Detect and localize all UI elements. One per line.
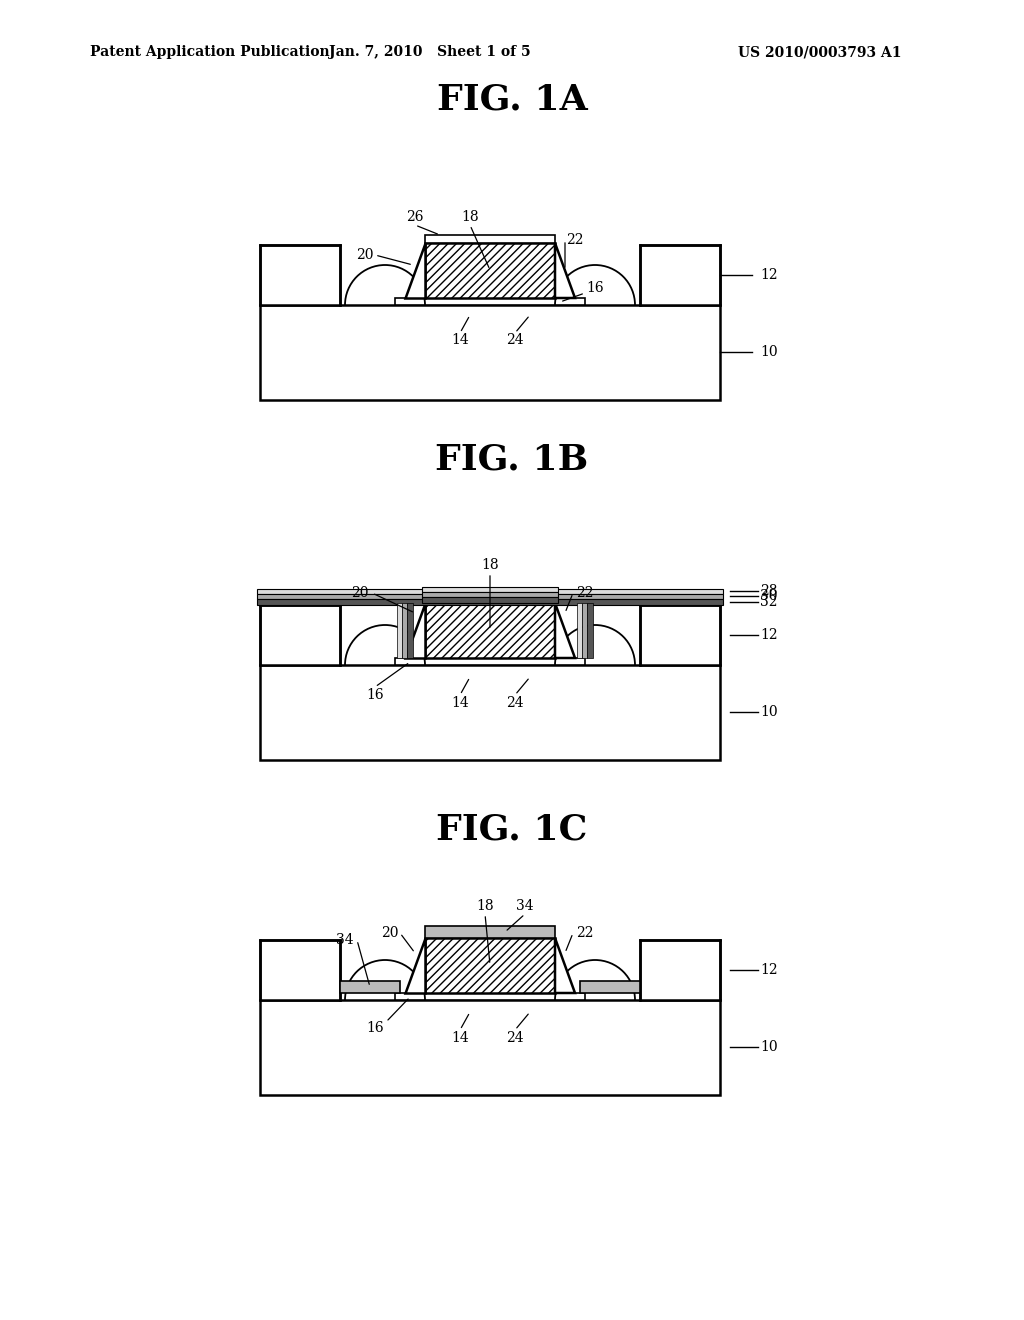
Text: 14: 14 — [452, 333, 469, 347]
Bar — [257, 599, 723, 605]
Bar — [260, 665, 720, 760]
Text: 22: 22 — [577, 586, 594, 601]
Text: US 2010/0003793 A1: US 2010/0003793 A1 — [738, 45, 902, 59]
Polygon shape — [406, 603, 425, 657]
Text: 16: 16 — [367, 1020, 384, 1035]
Polygon shape — [555, 243, 575, 298]
Bar — [425, 235, 555, 243]
Bar — [422, 587, 558, 591]
Bar — [260, 605, 340, 665]
Bar — [425, 939, 555, 993]
Text: 12: 12 — [760, 628, 777, 642]
Text: Jan. 7, 2010   Sheet 1 of 5: Jan. 7, 2010 Sheet 1 of 5 — [329, 45, 530, 59]
Text: 12: 12 — [760, 268, 777, 282]
Polygon shape — [555, 939, 575, 993]
Bar — [425, 243, 555, 298]
Bar — [260, 246, 340, 305]
Text: FIG. 1B: FIG. 1B — [435, 444, 589, 477]
Text: 18: 18 — [481, 558, 499, 572]
Text: 10: 10 — [760, 345, 777, 359]
Bar — [402, 603, 407, 657]
Text: 24: 24 — [506, 1031, 524, 1045]
Text: 14: 14 — [452, 1031, 469, 1045]
Text: Patent Application Publication: Patent Application Publication — [90, 45, 330, 59]
Bar — [640, 605, 720, 665]
Text: FIG. 1A: FIG. 1A — [436, 83, 588, 117]
Text: 12: 12 — [760, 964, 777, 977]
Text: 16: 16 — [586, 281, 604, 294]
Text: 32: 32 — [760, 595, 777, 609]
Bar — [425, 927, 555, 939]
Bar — [260, 305, 720, 400]
Text: 16: 16 — [367, 688, 384, 702]
Bar — [587, 603, 593, 657]
Bar — [422, 597, 558, 603]
Bar — [340, 981, 400, 993]
Text: 18: 18 — [476, 899, 494, 913]
Text: 20: 20 — [381, 927, 398, 940]
Bar — [257, 594, 723, 599]
Text: 26: 26 — [407, 210, 424, 224]
Text: 18: 18 — [461, 210, 479, 224]
Text: 34: 34 — [336, 933, 354, 946]
Polygon shape — [406, 243, 425, 298]
Text: 30: 30 — [760, 589, 777, 603]
Text: 10: 10 — [760, 1040, 777, 1053]
Bar — [395, 657, 585, 665]
Bar — [640, 246, 720, 305]
Text: 20: 20 — [356, 248, 374, 261]
Bar — [260, 940, 340, 1001]
Text: FIG. 1C: FIG. 1C — [436, 813, 588, 847]
Bar — [640, 940, 720, 1001]
Text: 24: 24 — [506, 696, 524, 710]
Bar — [257, 589, 723, 594]
Polygon shape — [406, 939, 425, 993]
Bar — [397, 603, 402, 657]
Text: 22: 22 — [577, 927, 594, 940]
Bar — [422, 591, 558, 597]
Bar — [577, 603, 582, 657]
Bar — [260, 1001, 720, 1096]
Text: 20: 20 — [351, 586, 369, 601]
Polygon shape — [555, 603, 575, 657]
Text: 14: 14 — [452, 696, 469, 710]
Text: 10: 10 — [760, 705, 777, 719]
Text: 22: 22 — [566, 234, 584, 247]
Bar — [580, 981, 640, 993]
Text: 24: 24 — [506, 333, 524, 347]
Text: 34: 34 — [516, 899, 534, 913]
Bar — [425, 603, 555, 657]
Bar — [395, 298, 585, 305]
Bar — [395, 993, 585, 1001]
Bar — [407, 603, 413, 657]
Bar — [582, 603, 587, 657]
Text: 28: 28 — [760, 583, 777, 598]
